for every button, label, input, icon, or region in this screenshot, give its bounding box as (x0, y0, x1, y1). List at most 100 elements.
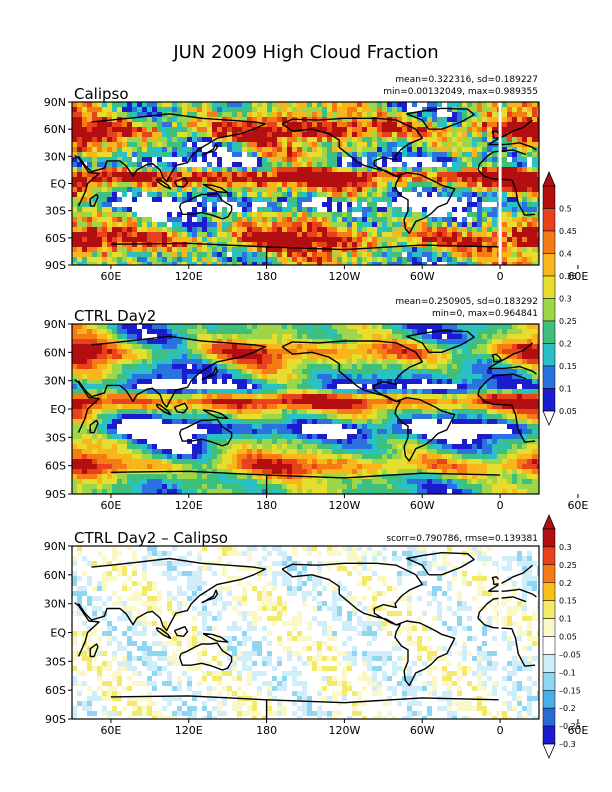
colorbar-swatch (542, 564, 556, 583)
lat-tick-label: 60S (45, 232, 66, 245)
colorbar-label: –0.1 (559, 668, 576, 677)
colorbar-swatch (542, 690, 556, 709)
lon-tick-label: 60W (410, 270, 435, 283)
lon-tick-label: 120W (328, 270, 360, 283)
colorbar-swatch (542, 320, 556, 344)
colorbar-label: 0.3 (559, 295, 572, 304)
panel-label: CTRL Day2 – Calipso (74, 529, 228, 547)
colorbar-swatch (542, 546, 556, 566)
colorbar-swatch (542, 636, 556, 655)
colorbar-label: 0.3 (559, 543, 572, 552)
lon-tick-label: 180 (256, 270, 277, 283)
colorbar-label: 0.35 (559, 272, 577, 281)
lat-tick-label: 90N (44, 96, 66, 109)
colorbar-label: –0.25 (559, 722, 581, 731)
panel-difference: CTRL Day2 – Calipso scorr=0.790786, rmse… (44, 529, 589, 737)
colorbar-swatch (542, 343, 556, 367)
colorbar-swatch (542, 365, 556, 389)
lat-tick-label: EQ (50, 403, 66, 416)
lat-tick-label: 30N (44, 375, 66, 388)
colorbar-swatch (542, 707, 556, 727)
lat-tick-label: 90S (45, 713, 66, 726)
lat-tick-label: 30S (45, 431, 66, 444)
lat-tick-label: 60N (44, 123, 66, 136)
lat-tick-label: 60S (45, 684, 66, 697)
lat-tick-label: 30N (44, 150, 66, 163)
lat-tick-label: 90S (45, 488, 66, 501)
panel-stats-line-1: mean=0.250905, sd=0.183292 (395, 297, 538, 307)
colorbar-swatch (542, 208, 556, 232)
lon-tick-label: 0 (497, 724, 504, 737)
colorbar-label: 0.2 (559, 340, 572, 349)
coastlines (74, 546, 537, 719)
colorbar-swatch (542, 528, 556, 548)
lon-tick-label: 0 (497, 270, 504, 283)
panel-label: Calipso (74, 85, 129, 103)
map-field (72, 546, 539, 719)
panel-ctrl-day2: CTRL Day2 mean=0.250905, sd=0.183292 min… (44, 297, 589, 512)
colorbar-swatch (542, 185, 556, 209)
lon-tick-label: 60E (567, 724, 588, 737)
map-field (72, 324, 539, 494)
lat-tick-label: 60N (44, 346, 66, 359)
colorbar-label: –0.05 (559, 650, 581, 659)
figure-title: JUN 2009 High Cloud Fraction (172, 42, 438, 63)
colorbar-label: –0.3 (559, 740, 576, 749)
colorbar-swatch (542, 388, 556, 412)
panel-stats-line-1: mean=0.322316, sd=0.189227 (395, 75, 538, 85)
lat-tick-label: 30S (45, 205, 66, 218)
colorbar-label: 0.4 (559, 250, 572, 259)
colorbar-label: 0.25 (559, 561, 577, 570)
lat-tick-label: 90S (45, 259, 66, 272)
coastlines (74, 329, 537, 494)
lat-tick-label: 90N (44, 540, 66, 553)
lat-tick-label: 90N (44, 318, 66, 331)
panel-stats-line-1: scorr=0.790786, rmse=0.139381 (386, 534, 538, 544)
colorbar-label: 0.45 (559, 227, 577, 236)
colorbar-label: 0.5 (559, 205, 572, 214)
colorbar-swatch (542, 672, 556, 691)
lon-tick-label: 60W (410, 499, 435, 512)
colorbar-label: 0.05 (559, 407, 577, 416)
lon-tick-label: 120E (175, 499, 203, 512)
colorbar-label: 0.1 (559, 385, 572, 394)
lon-tick-label: 60E (100, 724, 121, 737)
lon-tick-label: 60W (410, 724, 435, 737)
lon-tick-label: 120E (175, 724, 203, 737)
colorbar-main: 0.5 0.45 0.4 0.35 0.3 0.25 0.2 0.15 0.1 0.05 (542, 170, 577, 427)
colorbar-swatch (542, 582, 556, 601)
lon-tick-label: 180 (256, 724, 277, 737)
lat-tick-label: EQ (50, 178, 66, 191)
panel-stats-line-2: min=0.00132049, max=0.989355 (383, 87, 538, 97)
lon-tick-label: 120W (328, 499, 360, 512)
panel-calipso: Calipso mean=0.322316, sd=0.189227 min=0… (44, 75, 589, 283)
colorbar-label: 0.1 (559, 615, 572, 624)
lon-tick-label: 60E (100, 499, 121, 512)
lon-tick-label: 0 (497, 499, 504, 512)
lat-tick-label: 30N (44, 598, 66, 611)
colorbar-swatch (542, 654, 556, 673)
colorbar-label: –0.15 (559, 686, 581, 695)
colorbar-label: –0.2 (559, 704, 576, 713)
panel-label: CTRL Day2 (74, 307, 156, 325)
lat-tick-label: 30S (45, 655, 66, 668)
colorbar-swatch (542, 618, 556, 637)
lat-tick-label: EQ (50, 627, 66, 640)
colorbar-swatch (542, 600, 556, 619)
map-field (72, 102, 539, 265)
coastlines (74, 102, 537, 265)
colorbar-label: 0.15 (559, 597, 577, 606)
lon-tick-label: 120E (175, 270, 203, 283)
colorbar-swatch (542, 230, 556, 254)
lon-tick-label: 60E (567, 270, 588, 283)
colorbar-swatch (542, 253, 556, 277)
lon-tick-label: 60E (100, 270, 121, 283)
colorbar-swatch (542, 725, 556, 745)
colorbar-label: 0.2 (559, 579, 572, 588)
lat-tick-label: 60N (44, 569, 66, 582)
map-axes: 90N 60N 30N EQ 30S 60S 90S 60E 120E 180 120W 60W 0 60… (44, 540, 589, 737)
colorbar-label: 0.05 (559, 633, 577, 642)
map-axes: 90N 60N 30N EQ 30S 60S 90S 60E 120E 180 120W 60W 0 60… (44, 318, 589, 512)
lat-tick-label: 60S (45, 460, 66, 473)
